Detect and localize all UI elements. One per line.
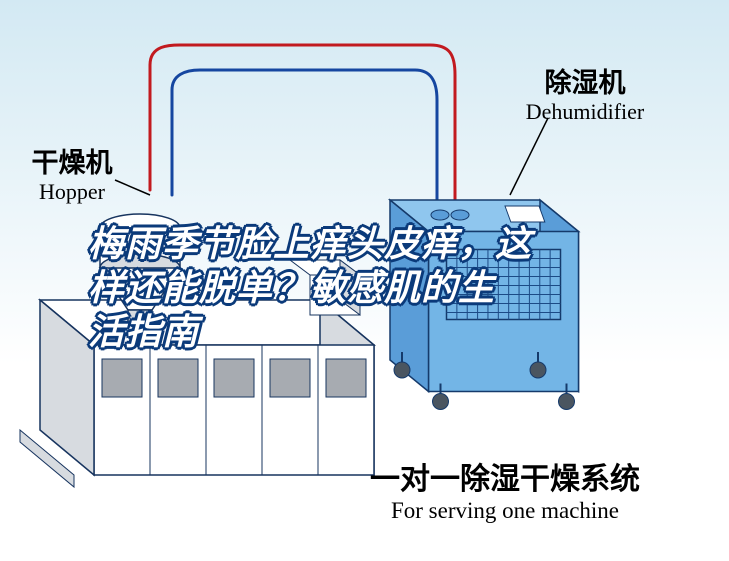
- system-cn: 一对一除湿干燥系统: [305, 463, 705, 498]
- dehum-en: Dehumidifier: [475, 99, 695, 124]
- label-system: 一对一除湿干燥系统 For serving one machine: [305, 463, 705, 524]
- headline-line-3: 活指南: [88, 303, 199, 355]
- hopper-en: Hopper: [12, 179, 132, 204]
- diagram-stage: { "canvas": { "w": 729, "h": 561 }, "bac…: [0, 0, 729, 561]
- label-dehumidifier: 除湿机 Dehumidifier: [475, 68, 695, 124]
- dehum-cn: 除湿机: [475, 68, 695, 99]
- label-hopper: 干燥机 Hopper: [12, 148, 132, 204]
- hopper-cn: 干燥机: [12, 148, 132, 179]
- system-en: For serving one machine: [305, 498, 705, 524]
